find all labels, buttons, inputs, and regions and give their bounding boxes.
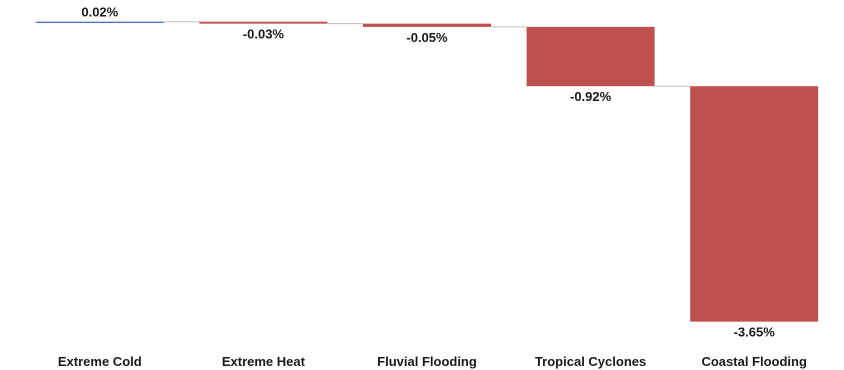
tick-label-extreme-heat: Extreme Heat: [222, 354, 306, 369]
data-label-tropical-cyclones: -0.92%: [570, 89, 612, 104]
data-label-coastal-flooding: -3.65%: [734, 325, 776, 340]
tick-label-coastal-flooding: Coastal Flooding: [701, 354, 807, 369]
bar-tropical-cyclones: [526, 26, 655, 87]
bars: [35, 21, 819, 322]
data-label-extreme-cold: 0.02%: [81, 5, 118, 20]
connector-lines: [163, 21, 691, 87]
bar-fluvial-flooding: [363, 23, 491, 27]
data-labels: 0.02% -0.03% -0.05% -0.92% -3.65%: [81, 5, 775, 340]
bar-coastal-flooding: [690, 86, 819, 322]
tick-label-fluvial-flooding: Fluvial Flooding: [377, 354, 477, 369]
tick-label-tropical-cyclones: Tropical Cyclones: [535, 354, 646, 369]
tick-label-extreme-cold: Extreme Cold: [58, 354, 142, 369]
category-axis-labels: Extreme Cold Extreme Heat Fluvial Flooding…: [58, 354, 807, 369]
data-label-fluvial-flooding: -0.05%: [406, 30, 448, 45]
data-label-extreme-heat: -0.03%: [243, 27, 285, 42]
bar-extreme-cold: [35, 21, 164, 23]
bar-extreme-heat: [199, 21, 328, 24]
